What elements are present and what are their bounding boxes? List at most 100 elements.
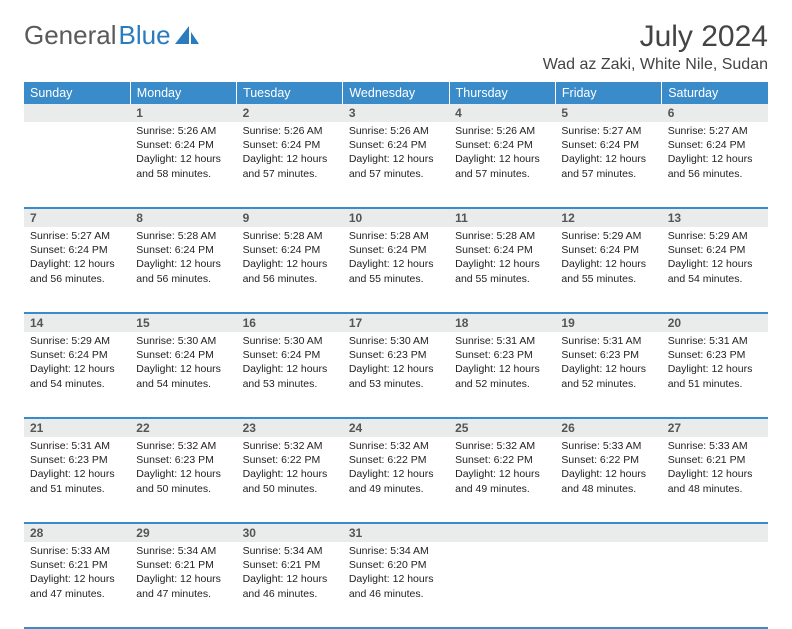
- day-content-row: Sunrise: 5:26 AMSunset: 6:24 PMDaylight:…: [24, 122, 768, 208]
- day-number-row: 78910111213: [24, 208, 768, 227]
- weekday-header: Tuesday: [237, 82, 343, 104]
- sunrise-line: Sunrise: 5:29 AM: [30, 334, 124, 348]
- sunrise-line: Sunrise: 5:33 AM: [561, 439, 655, 453]
- daylight-line: Daylight: 12 hours and 56 minutes.: [243, 257, 337, 285]
- daylight-line: Daylight: 12 hours and 56 minutes.: [136, 257, 230, 285]
- sunset-line: Sunset: 6:24 PM: [668, 243, 762, 257]
- day-cell: [555, 542, 661, 628]
- daylight-line: Daylight: 12 hours and 52 minutes.: [455, 362, 549, 390]
- sunrise-line: Sunrise: 5:28 AM: [136, 229, 230, 243]
- sunrise-line: Sunrise: 5:32 AM: [243, 439, 337, 453]
- sunrise-line: Sunrise: 5:30 AM: [136, 334, 230, 348]
- day-cell: Sunrise: 5:32 AMSunset: 6:23 PMDaylight:…: [130, 437, 236, 523]
- sunset-line: Sunset: 6:24 PM: [243, 243, 337, 257]
- day-details: Sunrise: 5:34 AMSunset: 6:20 PMDaylight:…: [343, 542, 449, 607]
- day-details: Sunrise: 5:32 AMSunset: 6:22 PMDaylight:…: [449, 437, 555, 502]
- day-details: Sunrise: 5:34 AMSunset: 6:21 PMDaylight:…: [130, 542, 236, 607]
- day-number-cell: [449, 523, 555, 542]
- sunrise-line: Sunrise: 5:27 AM: [668, 124, 762, 138]
- sunset-line: Sunset: 6:21 PM: [668, 453, 762, 467]
- day-cell: Sunrise: 5:26 AMSunset: 6:24 PMDaylight:…: [343, 122, 449, 208]
- day-cell: Sunrise: 5:27 AMSunset: 6:24 PMDaylight:…: [662, 122, 768, 208]
- sunset-line: Sunset: 6:24 PM: [243, 138, 337, 152]
- sunrise-line: Sunrise: 5:26 AM: [455, 124, 549, 138]
- day-number-cell: 13: [662, 208, 768, 227]
- day-number-cell: [24, 104, 130, 122]
- daylight-line: Daylight: 12 hours and 57 minutes.: [455, 152, 549, 180]
- daylight-line: Daylight: 12 hours and 47 minutes.: [30, 572, 124, 600]
- sunset-line: Sunset: 6:24 PM: [136, 243, 230, 257]
- day-cell: [662, 542, 768, 628]
- daylight-line: Daylight: 12 hours and 48 minutes.: [561, 467, 655, 495]
- day-cell: Sunrise: 5:32 AMSunset: 6:22 PMDaylight:…: [343, 437, 449, 523]
- sail-icon: [175, 26, 199, 46]
- day-number-cell: 5: [555, 104, 661, 122]
- day-number-cell: 8: [130, 208, 236, 227]
- brand-logo: GeneralBlue: [24, 20, 199, 51]
- day-cell: Sunrise: 5:29 AMSunset: 6:24 PMDaylight:…: [24, 332, 130, 418]
- day-details: Sunrise: 5:28 AMSunset: 6:24 PMDaylight:…: [449, 227, 555, 292]
- sunset-line: Sunset: 6:24 PM: [455, 138, 549, 152]
- sunset-line: Sunset: 6:23 PM: [668, 348, 762, 362]
- title-block: July 2024 Wad az Zaki, White Nile, Sudan: [543, 20, 768, 74]
- day-content-row: Sunrise: 5:27 AMSunset: 6:24 PMDaylight:…: [24, 227, 768, 313]
- sunset-line: Sunset: 6:24 PM: [349, 243, 443, 257]
- day-number-cell: 26: [555, 418, 661, 437]
- day-details: Sunrise: 5:29 AMSunset: 6:24 PMDaylight:…: [24, 332, 130, 397]
- sunset-line: Sunset: 6:24 PM: [455, 243, 549, 257]
- daylight-line: Daylight: 12 hours and 57 minutes.: [561, 152, 655, 180]
- day-cell: Sunrise: 5:26 AMSunset: 6:24 PMDaylight:…: [237, 122, 343, 208]
- day-number-cell: 7: [24, 208, 130, 227]
- location: Wad az Zaki, White Nile, Sudan: [543, 56, 768, 74]
- day-details: Sunrise: 5:27 AMSunset: 6:24 PMDaylight:…: [662, 122, 768, 187]
- daylight-line: Daylight: 12 hours and 54 minutes.: [136, 362, 230, 390]
- day-details: Sunrise: 5:29 AMSunset: 6:24 PMDaylight:…: [555, 227, 661, 292]
- day-details: Sunrise: 5:26 AMSunset: 6:24 PMDaylight:…: [343, 122, 449, 187]
- day-number-cell: 31: [343, 523, 449, 542]
- sunset-line: Sunset: 6:22 PM: [349, 453, 443, 467]
- day-number-row: 21222324252627: [24, 418, 768, 437]
- day-number-cell: 17: [343, 313, 449, 332]
- sunrise-line: Sunrise: 5:27 AM: [561, 124, 655, 138]
- day-cell: Sunrise: 5:27 AMSunset: 6:24 PMDaylight:…: [555, 122, 661, 208]
- day-cell: Sunrise: 5:29 AMSunset: 6:24 PMDaylight:…: [662, 227, 768, 313]
- daylight-line: Daylight: 12 hours and 51 minutes.: [30, 467, 124, 495]
- daylight-line: Daylight: 12 hours and 58 minutes.: [136, 152, 230, 180]
- day-details: Sunrise: 5:28 AMSunset: 6:24 PMDaylight:…: [343, 227, 449, 292]
- sunset-line: Sunset: 6:22 PM: [455, 453, 549, 467]
- daylight-line: Daylight: 12 hours and 48 minutes.: [668, 467, 762, 495]
- brand-part2: Blue: [119, 20, 171, 51]
- day-cell: Sunrise: 5:28 AMSunset: 6:24 PMDaylight:…: [449, 227, 555, 313]
- day-number-cell: 30: [237, 523, 343, 542]
- day-details: Sunrise: 5:32 AMSunset: 6:22 PMDaylight:…: [237, 437, 343, 502]
- day-cell: Sunrise: 5:26 AMSunset: 6:24 PMDaylight:…: [449, 122, 555, 208]
- day-number-cell: 21: [24, 418, 130, 437]
- day-details: Sunrise: 5:32 AMSunset: 6:23 PMDaylight:…: [130, 437, 236, 502]
- weekday-header: Wednesday: [343, 82, 449, 104]
- day-cell: Sunrise: 5:28 AMSunset: 6:24 PMDaylight:…: [237, 227, 343, 313]
- day-cell: Sunrise: 5:31 AMSunset: 6:23 PMDaylight:…: [449, 332, 555, 418]
- day-number-cell: 2: [237, 104, 343, 122]
- day-details: Sunrise: 5:30 AMSunset: 6:24 PMDaylight:…: [237, 332, 343, 397]
- daylight-line: Daylight: 12 hours and 47 minutes.: [136, 572, 230, 600]
- day-number-cell: 20: [662, 313, 768, 332]
- day-details: Sunrise: 5:27 AMSunset: 6:24 PMDaylight:…: [555, 122, 661, 187]
- day-number-cell: 27: [662, 418, 768, 437]
- sunset-line: Sunset: 6:24 PM: [136, 138, 230, 152]
- day-cell: Sunrise: 5:30 AMSunset: 6:24 PMDaylight:…: [237, 332, 343, 418]
- day-number-cell: [662, 523, 768, 542]
- daylight-line: Daylight: 12 hours and 51 minutes.: [668, 362, 762, 390]
- day-cell: Sunrise: 5:32 AMSunset: 6:22 PMDaylight:…: [449, 437, 555, 523]
- day-content-row: Sunrise: 5:31 AMSunset: 6:23 PMDaylight:…: [24, 437, 768, 523]
- sunrise-line: Sunrise: 5:30 AM: [349, 334, 443, 348]
- day-details: Sunrise: 5:29 AMSunset: 6:24 PMDaylight:…: [662, 227, 768, 292]
- daylight-line: Daylight: 12 hours and 49 minutes.: [455, 467, 549, 495]
- day-number-cell: 12: [555, 208, 661, 227]
- daylight-line: Daylight: 12 hours and 53 minutes.: [349, 362, 443, 390]
- day-number-row: 123456: [24, 104, 768, 122]
- sunrise-line: Sunrise: 5:34 AM: [136, 544, 230, 558]
- day-number-cell: [555, 523, 661, 542]
- sunset-line: Sunset: 6:24 PM: [349, 138, 443, 152]
- sunrise-line: Sunrise: 5:28 AM: [349, 229, 443, 243]
- day-number-cell: 22: [130, 418, 236, 437]
